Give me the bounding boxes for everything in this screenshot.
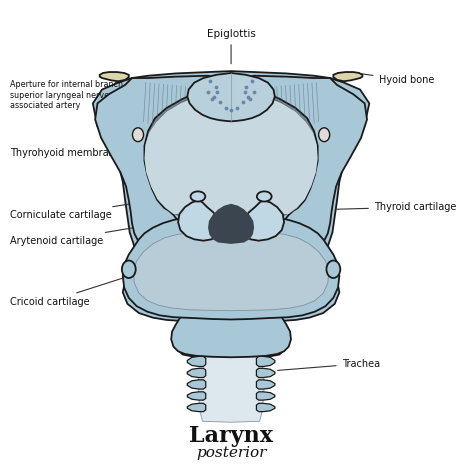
Polygon shape bbox=[93, 71, 369, 359]
Text: Arytenoid cartilage: Arytenoid cartilage bbox=[10, 220, 177, 246]
Text: Trachea: Trachea bbox=[278, 359, 380, 370]
Polygon shape bbox=[256, 380, 275, 389]
Text: Epiglottis: Epiglottis bbox=[207, 29, 255, 64]
Polygon shape bbox=[187, 73, 275, 121]
Polygon shape bbox=[187, 356, 206, 366]
Ellipse shape bbox=[257, 191, 272, 201]
Polygon shape bbox=[100, 72, 129, 81]
Polygon shape bbox=[243, 200, 284, 241]
Polygon shape bbox=[123, 215, 339, 319]
Polygon shape bbox=[256, 392, 275, 400]
Polygon shape bbox=[187, 403, 206, 411]
Text: Cricoid cartilage: Cricoid cartilage bbox=[10, 277, 126, 307]
Polygon shape bbox=[198, 357, 264, 422]
Polygon shape bbox=[145, 89, 318, 216]
Polygon shape bbox=[333, 72, 363, 81]
Polygon shape bbox=[171, 317, 291, 357]
Polygon shape bbox=[125, 73, 337, 206]
Text: Corniculate cartilage: Corniculate cartilage bbox=[10, 196, 181, 220]
Ellipse shape bbox=[132, 128, 144, 142]
Text: Aperture for internal branch of
superior laryngeal nerve and
associated artery: Aperture for internal branch of superior… bbox=[10, 80, 136, 133]
Polygon shape bbox=[95, 76, 231, 251]
Polygon shape bbox=[178, 200, 219, 241]
Polygon shape bbox=[208, 204, 254, 244]
Text: Larynx: Larynx bbox=[189, 425, 273, 447]
Ellipse shape bbox=[319, 128, 330, 142]
Text: Hyoid bone: Hyoid bone bbox=[362, 74, 434, 85]
Ellipse shape bbox=[327, 261, 340, 278]
Polygon shape bbox=[256, 368, 275, 377]
Text: Thyrohyoid membrane: Thyrohyoid membrane bbox=[10, 148, 129, 158]
Polygon shape bbox=[256, 403, 275, 411]
Polygon shape bbox=[133, 231, 329, 311]
Polygon shape bbox=[231, 76, 367, 251]
Polygon shape bbox=[187, 368, 206, 377]
Polygon shape bbox=[256, 356, 275, 366]
Text: posterior: posterior bbox=[196, 446, 266, 460]
Polygon shape bbox=[187, 380, 206, 389]
Text: Thyroid cartilage: Thyroid cartilage bbox=[335, 202, 456, 212]
Ellipse shape bbox=[191, 191, 205, 201]
Ellipse shape bbox=[122, 261, 136, 278]
Polygon shape bbox=[187, 392, 206, 400]
Polygon shape bbox=[145, 87, 317, 219]
